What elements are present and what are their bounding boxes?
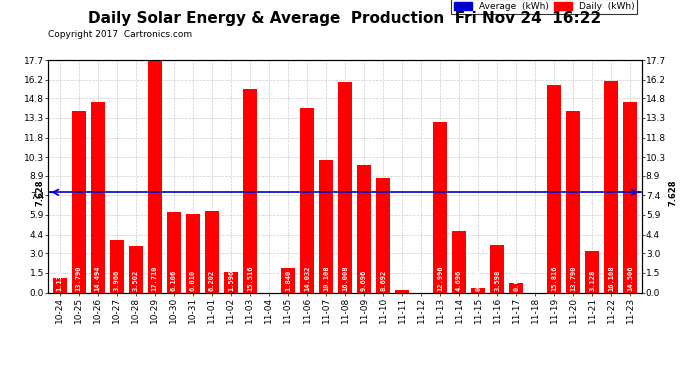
Text: 13.790: 13.790	[76, 266, 81, 291]
Bar	[110, 240, 124, 292]
Text: 3.598: 3.598	[494, 270, 500, 291]
Bar	[490, 245, 504, 292]
Bar	[357, 165, 371, 292]
Bar	[433, 122, 447, 292]
Bar	[623, 102, 638, 292]
Text: 12.996: 12.996	[437, 266, 443, 291]
Bar	[338, 82, 352, 292]
Bar	[376, 178, 390, 292]
Bar	[90, 102, 105, 292]
Bar	[319, 160, 333, 292]
Text: 0.698: 0.698	[513, 270, 519, 291]
Text: 1.596: 1.596	[228, 270, 234, 291]
Bar	[395, 290, 409, 292]
Bar	[547, 85, 562, 292]
Text: 13.790: 13.790	[570, 266, 576, 291]
Bar	[224, 272, 238, 292]
Bar	[243, 89, 257, 292]
Bar	[585, 251, 600, 292]
Text: 8.692: 8.692	[380, 270, 386, 291]
Text: 15.516: 15.516	[247, 266, 253, 291]
Bar	[452, 231, 466, 292]
Text: 4.696: 4.696	[456, 270, 462, 291]
Text: 3.502: 3.502	[132, 270, 139, 291]
Text: 3.128: 3.128	[589, 270, 595, 291]
Text: 6.010: 6.010	[190, 270, 196, 291]
Text: 6.106: 6.106	[171, 270, 177, 291]
Text: Copyright 2017  Cartronics.com: Copyright 2017 Cartronics.com	[48, 30, 193, 39]
Text: 15.816: 15.816	[551, 266, 558, 291]
Bar	[300, 108, 314, 292]
Text: 17.710: 17.710	[152, 266, 158, 291]
Text: 1.840: 1.840	[285, 270, 291, 291]
Text: 7.628: 7.628	[35, 179, 44, 206]
Text: Daily Solar Energy & Average  Production  Fri Nov 24  16:22: Daily Solar Energy & Average Production …	[88, 11, 602, 26]
Text: 16.008: 16.008	[342, 266, 348, 291]
Text: 0.344: 0.344	[475, 270, 481, 291]
Text: 7.628: 7.628	[669, 179, 678, 206]
Bar	[72, 111, 86, 292]
Bar	[205, 211, 219, 292]
Bar	[148, 60, 162, 292]
Bar	[566, 111, 580, 292]
Bar	[167, 212, 181, 292]
Bar	[281, 268, 295, 292]
Bar	[128, 246, 143, 292]
Bar	[604, 81, 618, 292]
Text: 14.494: 14.494	[95, 266, 101, 291]
Bar	[186, 213, 200, 292]
Text: 14.032: 14.032	[304, 266, 310, 291]
Text: 1.136: 1.136	[57, 270, 63, 291]
Bar	[52, 278, 67, 292]
Bar	[471, 288, 485, 292]
Text: 9.696: 9.696	[361, 270, 367, 291]
Text: 3.966: 3.966	[114, 270, 120, 291]
Legend: Average  (kWh), Daily  (kWh): Average (kWh), Daily (kWh)	[451, 0, 637, 14]
Text: 16.108: 16.108	[609, 266, 614, 291]
Text: 14.506: 14.506	[627, 266, 633, 291]
Text: 6.202: 6.202	[209, 270, 215, 291]
Bar	[509, 284, 523, 292]
Text: 10.108: 10.108	[323, 266, 329, 291]
